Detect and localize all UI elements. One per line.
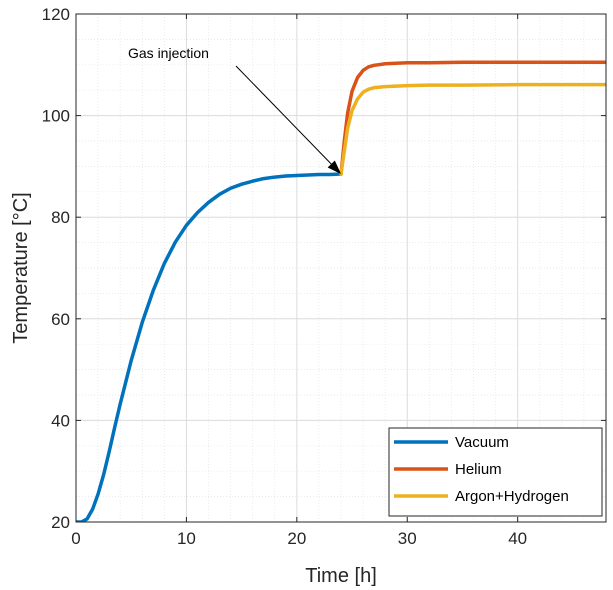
legend-label-helium: Helium [455,461,502,478]
plot-frame [75,13,607,523]
annotation-arrow-line [235,65,332,165]
y-tick-label: 120 [42,5,70,24]
annotation-label: Gas injection [128,45,209,61]
x-tick-label: 40 [508,529,527,548]
y-tick-label: 40 [51,411,70,430]
x-tick-label: 0 [71,529,80,548]
legend-entries: Vacuum Helium Argon+Hydrogen [394,434,569,505]
y-tick-label: 100 [42,107,70,126]
series-line-vacuum [76,172,343,522]
y-tick-label: 60 [51,310,70,329]
legend: Vacuum Helium Argon+Hydrogen [388,427,603,517]
x-tick-labels: 0 10 20 30 40 [71,529,527,548]
y-axis-label: Temperature [°C] [10,192,32,343]
x-tick-label: 20 [287,529,306,548]
annotation-arrowhead [327,160,341,175]
series-layer [76,60,606,522]
x-tick-label: 10 [177,529,196,548]
legend-label-argon-hydrogen: Argon+Hydrogen [455,488,569,505]
series-line-argon-hydrogen [339,82,606,176]
axis-ticks [75,13,606,523]
series-line-helium [339,60,606,176]
legend-label-vacuum: Vacuum [455,434,509,451]
annotation: Gas injection [128,45,341,175]
x-tick-label: 30 [398,529,417,548]
x-axis-label: Time [h] [305,565,377,587]
y-tick-label: 80 [51,208,70,227]
y-tick-labels: 20 40 60 80 100 120 [42,5,70,532]
y-tick-label: 20 [51,513,70,532]
